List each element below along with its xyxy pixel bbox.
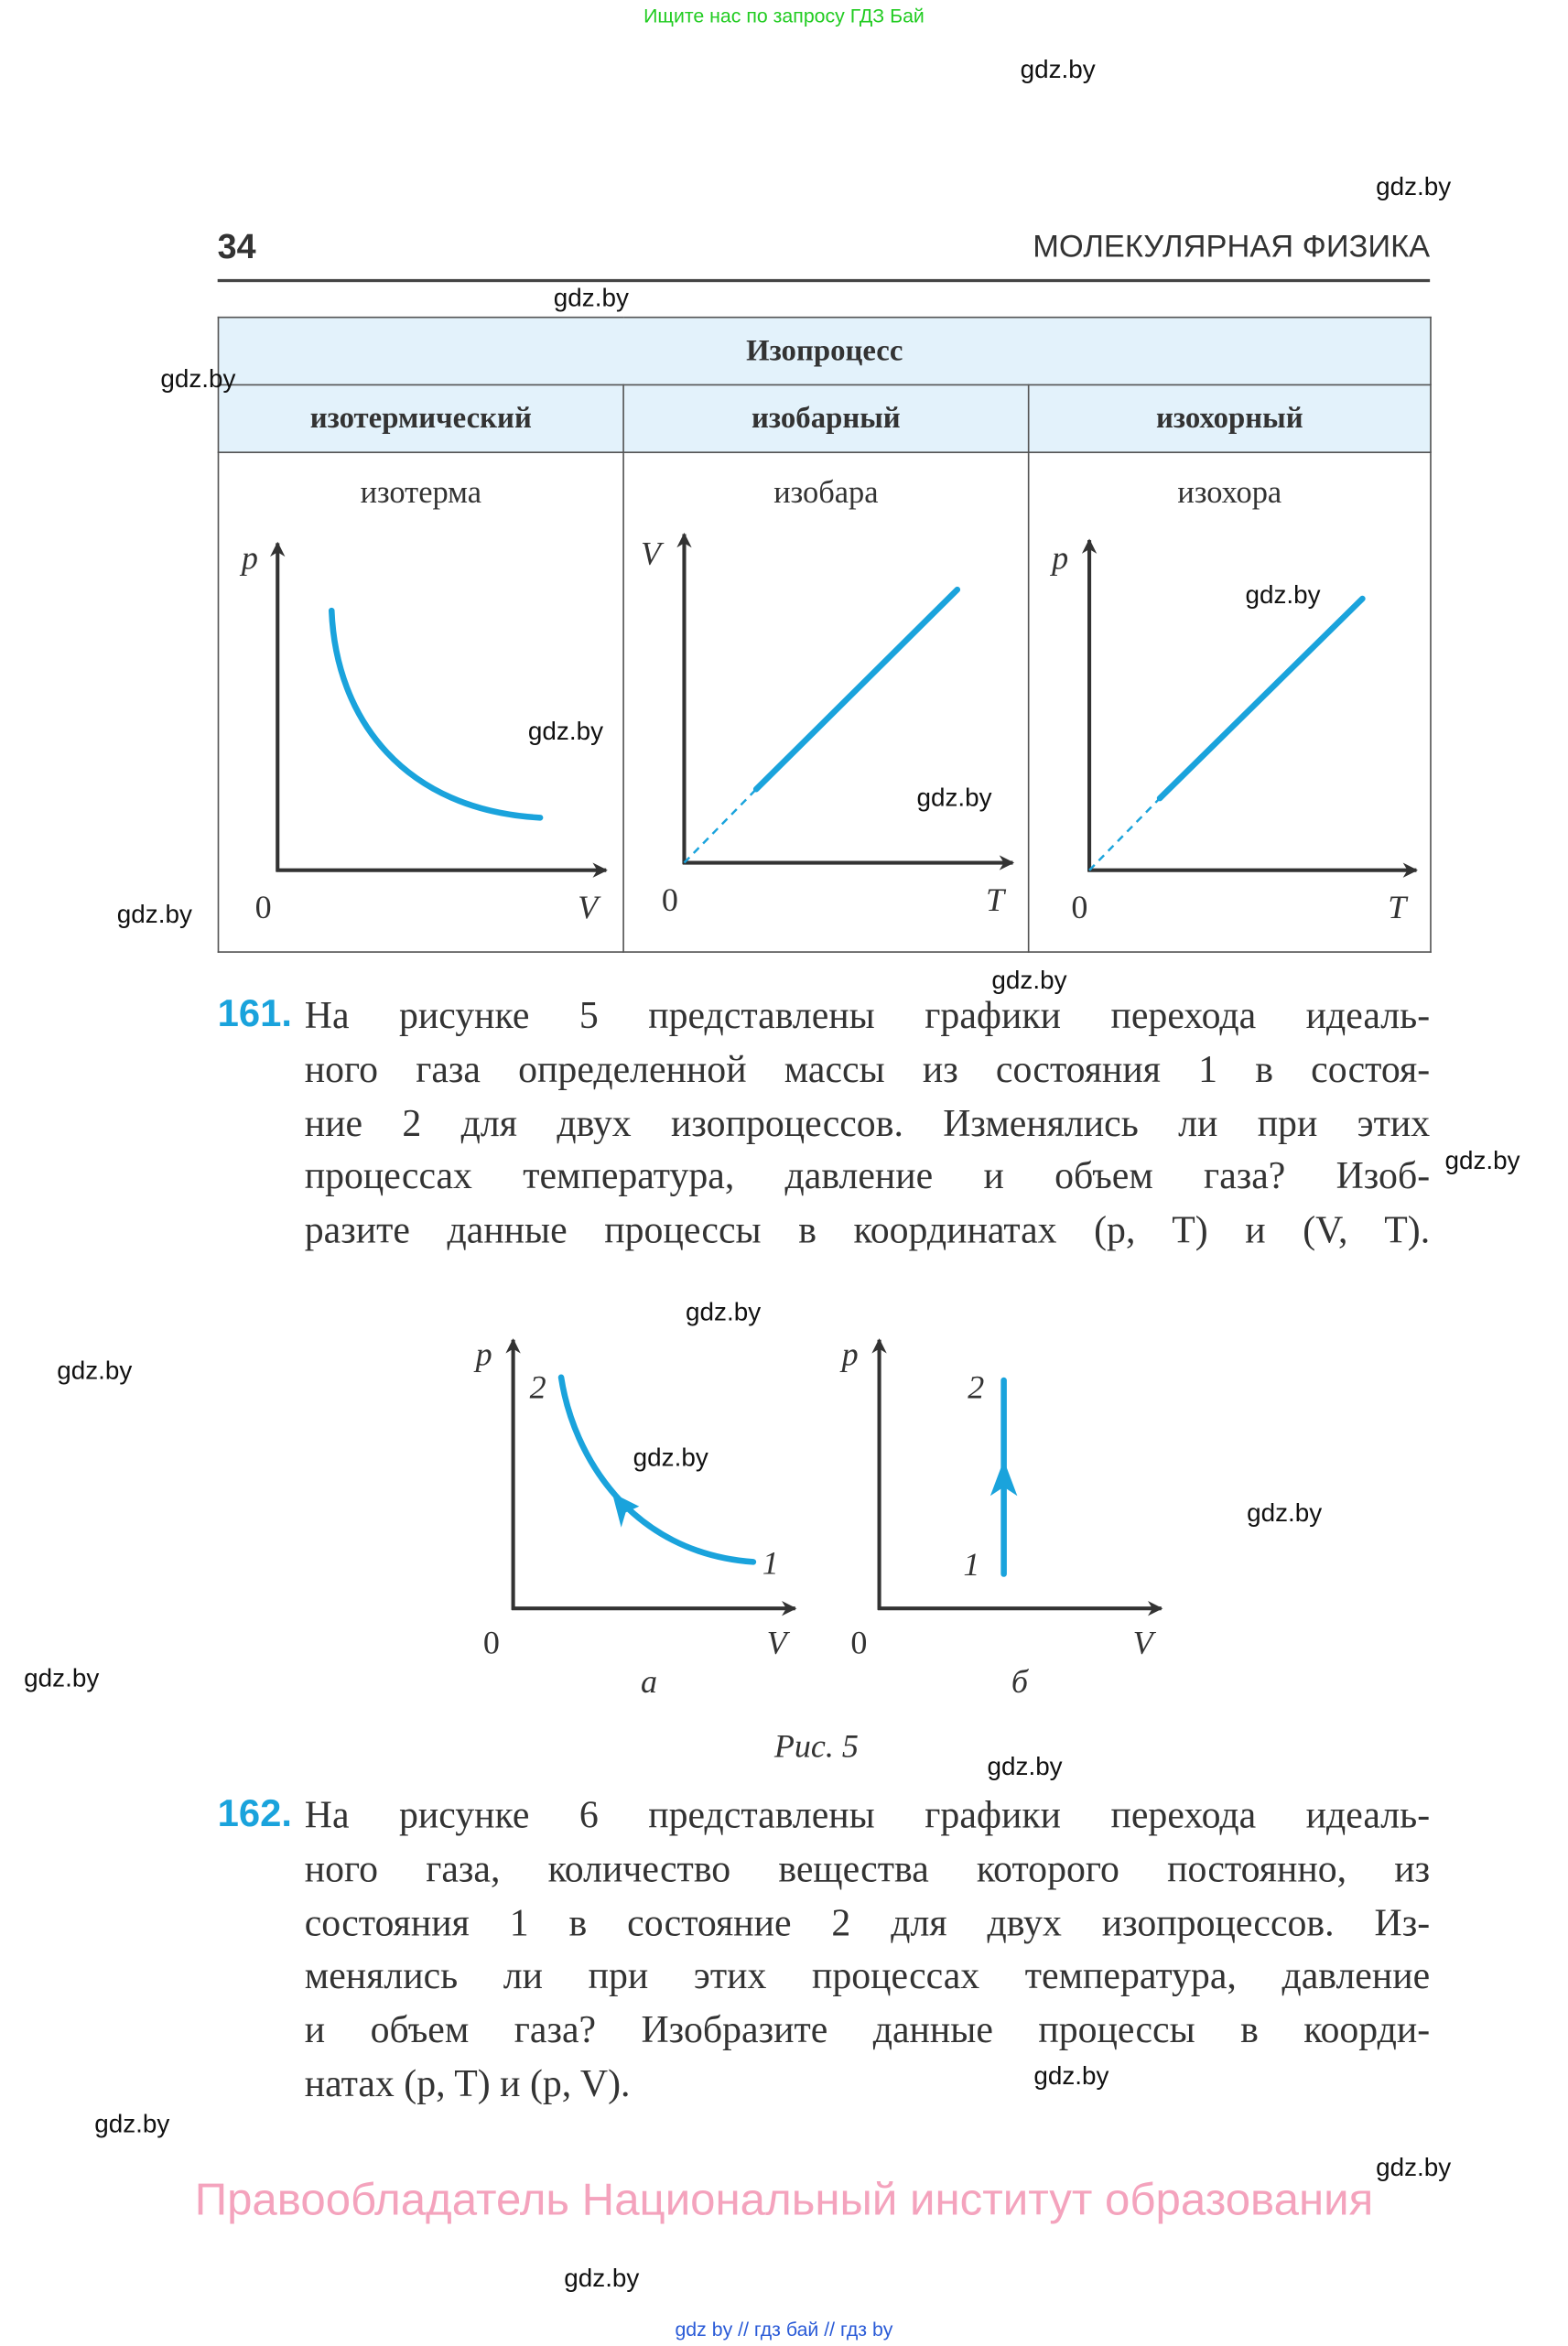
state-1-label: 1 <box>963 1546 979 1583</box>
watermark: gdz.by <box>1444 1146 1520 1175</box>
watermark: gdz.by <box>94 2109 170 2138</box>
chapter-title: МОЛЕКУЛЯРНАЯ ФИЗИКА <box>1033 229 1431 265</box>
watermark: gdz.by <box>916 783 992 812</box>
isotherm-graph: p 0 V <box>239 539 608 925</box>
origin-label: 0 <box>1071 889 1087 925</box>
task-line: На рисунке 6 представлены графики перехо… <box>304 1792 1431 1837</box>
y-axis-label: V <box>641 535 665 571</box>
watermark: gdz.by <box>686 1297 762 1327</box>
task-line: процессах температура, давление и объем … <box>304 1154 1431 1198</box>
copyright-footer: Правообладатель Национальный институт об… <box>194 2175 1374 2225</box>
task-line: менялись ли при этих процессах температу… <box>304 1953 1431 1998</box>
direction-arrow <box>611 1493 640 1528</box>
watermark: gdz.by <box>553 283 629 312</box>
isochore-line <box>1156 595 1366 802</box>
x-axis-label: V <box>578 889 601 925</box>
watermark: gdz.by <box>633 1443 708 1473</box>
isobar-graph: V 0 T <box>641 532 1015 918</box>
task-line: ного газа, количество вещества которого … <box>304 1846 1431 1891</box>
isoprocess-table: Изопроцесс изотермический изобарный изох… <box>217 316 1432 953</box>
watermark: gdz.by <box>1245 580 1321 610</box>
task-line: разите данные процессы в координатах (p,… <box>304 1207 1431 1252</box>
isotherm-curve <box>328 607 544 821</box>
task-line: состояния 1 в состояние 2 для двух изопр… <box>304 1900 1431 1944</box>
origin-label: 0 <box>255 889 272 925</box>
x-axis-label: T <box>1388 889 1409 925</box>
task-number: 161. <box>217 993 293 1036</box>
column-header-isobaric: изобарный <box>622 384 1030 454</box>
y-axis-label: p <box>839 1336 859 1373</box>
watermark: gdz.by <box>1247 1498 1323 1528</box>
x-axis-label: V <box>767 1624 791 1660</box>
extrapolation-line <box>683 788 758 864</box>
task-162: 162. На рисунке 6 представлены графики п… <box>218 1789 1430 2111</box>
y-axis-label: p <box>239 539 258 576</box>
y-axis-label: p <box>473 1336 492 1373</box>
graph-title: изохора <box>1177 473 1282 511</box>
origin-label: 0 <box>662 881 678 918</box>
watermark: gdz.by <box>160 364 236 394</box>
task-161: 161. На рисунке 5 представлены графики п… <box>218 989 1430 1257</box>
watermark: gdz.by <box>527 717 604 746</box>
extrapolation-line <box>1088 797 1161 871</box>
graph-title: изотерма <box>360 473 482 511</box>
watermark: gdz.by <box>987 1752 1063 1781</box>
page-number: 34 <box>217 226 256 266</box>
task-line: ного газа определенной массы из состояни… <box>304 1046 1431 1091</box>
table-title: Изопроцесс <box>217 316 1432 386</box>
watermark: gdz.by <box>116 900 192 929</box>
task-line: натах (p, T) и (p, V). <box>304 2061 631 2105</box>
graph-title: изобара <box>773 473 879 511</box>
search-banner[interactable]: Ищите нас по запросу ГДЗ Бай <box>643 4 925 27</box>
state-2-label: 2 <box>530 1369 546 1406</box>
figure-caption: Рис. 5 <box>773 1728 859 1765</box>
task-line: и объем газа? Изобразите данные процессы… <box>304 2007 1431 2052</box>
isobar-line <box>752 586 961 793</box>
watermark: gdz.by <box>1033 2061 1109 2091</box>
column-header-isothermal: изотермический <box>217 384 624 454</box>
figure5-panel-b: p 2 1 0 V б <box>839 1336 1163 1700</box>
y-axis-label: p <box>1049 539 1068 576</box>
direction-arrow <box>989 1459 1018 1497</box>
state-2-label: 2 <box>968 1369 984 1406</box>
watermark: gdz.by <box>24 1663 100 1693</box>
origin-label: 0 <box>850 1624 867 1660</box>
figure5-panel-a: p 2 1 0 V а <box>473 1336 797 1700</box>
panel-label: б <box>1011 1663 1030 1700</box>
watermark: gdz.by <box>564 2264 640 2293</box>
state-1-label: 1 <box>762 1545 779 1582</box>
task-number: 162. <box>217 1792 293 1835</box>
task-line: На рисунке 5 представлены графики перехо… <box>304 993 1431 1037</box>
watermark: gdz.by <box>1376 172 1452 201</box>
column-header-isochoric: изохорный <box>1027 384 1432 454</box>
x-axis-label: V <box>1133 1624 1157 1660</box>
watermark: gdz.by <box>1020 55 1096 84</box>
watermark: gdz.by <box>1376 2153 1452 2182</box>
watermark: gdz.by <box>57 1356 133 1385</box>
header-divider <box>217 278 1431 282</box>
isochore-graph: p 0 T <box>1049 538 1419 925</box>
task-line: ние 2 для двух изопроцессов. Изменялись … <box>304 1100 1431 1145</box>
panel-label: а <box>641 1663 657 1700</box>
bottom-links[interactable]: gdz by // гдз бай // гдз by <box>675 2318 893 2341</box>
watermark: gdz.by <box>991 966 1067 995</box>
origin-label: 0 <box>483 1624 500 1660</box>
x-axis-label: T <box>986 881 1007 918</box>
